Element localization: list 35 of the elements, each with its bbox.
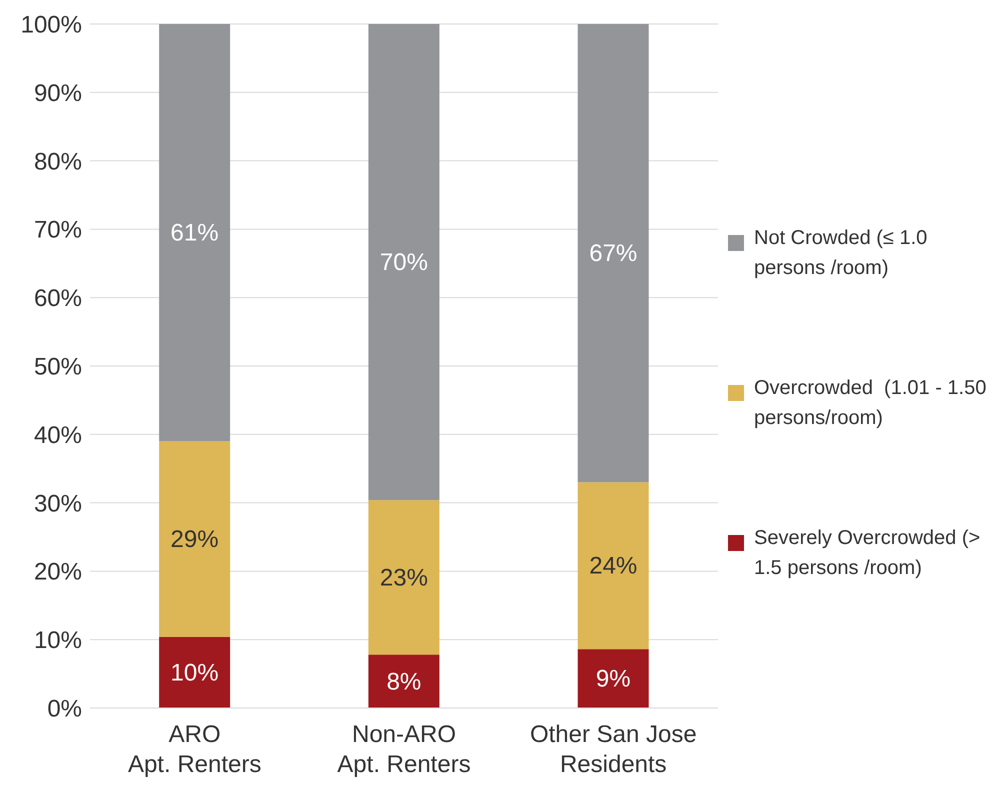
legend-label: Overcrowded (1.01 - 1.50 persons/room) bbox=[754, 376, 988, 431]
data-label: 29% bbox=[170, 526, 219, 554]
y-tick-label: 100% bbox=[20, 12, 82, 39]
legend-label: Not Crowded (≤ 1.0 persons /room) bbox=[754, 226, 928, 281]
bar bbox=[159, 441, 230, 637]
y-tick-label: 70% bbox=[34, 216, 82, 244]
bar bbox=[368, 500, 440, 655]
data-label: 61% bbox=[170, 220, 219, 247]
bar bbox=[578, 24, 649, 482]
x-tick-label: Other San Jose Residents bbox=[530, 721, 697, 778]
data-label: 70% bbox=[380, 249, 428, 276]
y-tick-label: 50% bbox=[34, 354, 82, 381]
bar bbox=[578, 649, 649, 708]
bar bbox=[159, 24, 230, 442]
data-label: 9% bbox=[596, 666, 631, 693]
y-tick-label: 90% bbox=[34, 80, 82, 107]
data-label: 8% bbox=[386, 668, 422, 696]
bar bbox=[368, 654, 440, 708]
bar bbox=[159, 636, 230, 708]
data-label: 24% bbox=[589, 552, 638, 580]
y-tick-label: 0% bbox=[47, 696, 82, 723]
y-tick-label: 10% bbox=[34, 627, 82, 654]
legend-label: Severely Overcrowded (> 1.5 persons /room) bbox=[754, 526, 982, 581]
x-tick-label: ARO Apt. Renters bbox=[128, 721, 262, 778]
y-tick-label: 20% bbox=[34, 558, 82, 586]
data-label: 67% bbox=[589, 240, 638, 268]
y-tick-label: 60% bbox=[34, 285, 82, 312]
y-tick-label: 40% bbox=[34, 422, 82, 449]
data-label: 10% bbox=[170, 659, 219, 686]
y-tick-label: 30% bbox=[34, 490, 82, 518]
data-label: 23% bbox=[380, 564, 428, 592]
bar bbox=[578, 482, 649, 650]
x-tick-label: Non-ARO Apt. Renters bbox=[337, 721, 471, 778]
y-tick-label: 80% bbox=[34, 148, 82, 176]
bar bbox=[368, 24, 440, 500]
